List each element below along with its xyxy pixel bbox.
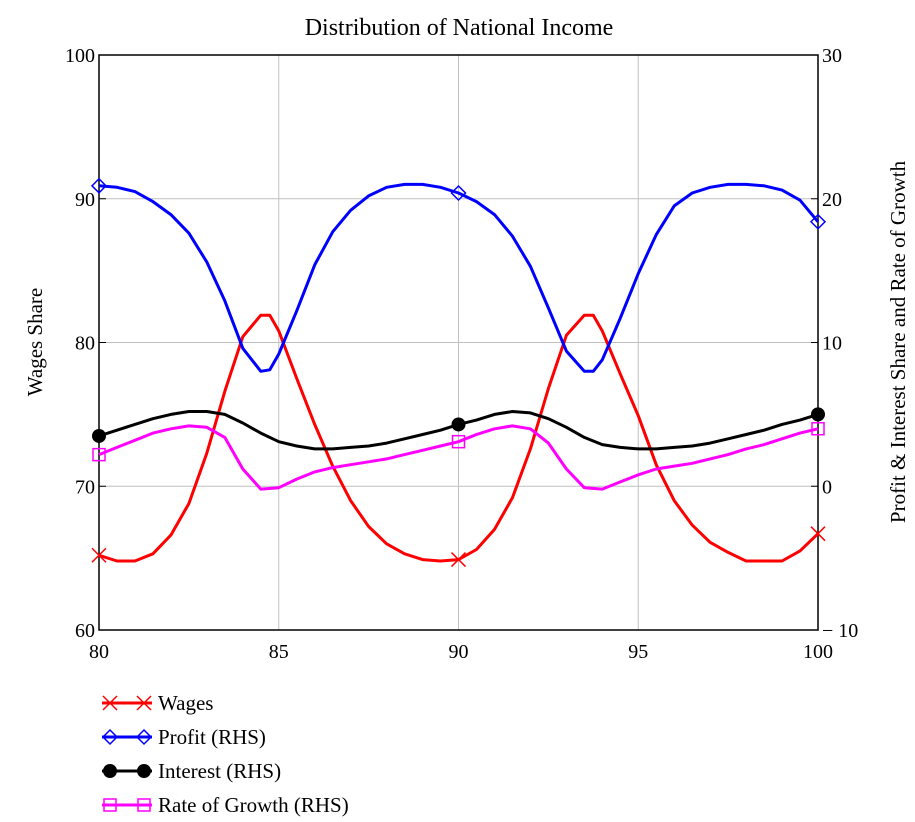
y2-axis-label: Profit & Interest Share and Rate of Grow… <box>886 160 910 523</box>
profit-marker <box>101 728 119 746</box>
legend-label: Profit (RHS) <box>158 724 266 749</box>
interest-marker <box>137 764 151 778</box>
grid-lines <box>99 55 818 630</box>
growth-marker <box>92 447 106 462</box>
legend-item-interest: Interest (RHS) <box>100 754 349 788</box>
legend-item-profit: Profit (RHS) <box>100 720 349 754</box>
y-tick-label: 100 <box>65 45 95 67</box>
wages-marker <box>136 695 152 711</box>
legend-swatch <box>101 728 153 746</box>
y-tick-label: 80 <box>75 333 95 355</box>
profit-line <box>98 182 820 373</box>
y-tick-label: 70 <box>75 476 95 498</box>
y2-tick-label: 20 <box>822 189 842 211</box>
legend-swatch <box>102 695 152 711</box>
y2-tick-label: 0 <box>822 476 832 498</box>
line-chart: Distribution of National Income 80 85 90 95… <box>23 15 910 663</box>
x-tick-label: 95 <box>628 641 648 663</box>
legend-label: Rate of Growth (RHS) <box>158 792 349 817</box>
series-layer <box>90 177 827 568</box>
interest-marker <box>103 764 117 778</box>
growth-marker <box>451 434 466 449</box>
legend-swatch <box>102 764 152 778</box>
profit-marker <box>809 213 827 230</box>
wages-marker <box>91 547 107 563</box>
legend-swatch <box>102 798 152 812</box>
x-tick-label: 80 <box>89 641 109 663</box>
wages-marker <box>102 695 118 711</box>
legend-item-wages: Wages <box>100 686 349 720</box>
wages-marker <box>450 552 467 568</box>
chart-title: Distribution of National Income <box>305 15 614 41</box>
profit-marker <box>450 184 467 202</box>
growth-marker <box>137 798 151 812</box>
x-tick-label: 85 <box>269 641 289 663</box>
legend-item-growth: Rate of Growth (RHS) <box>100 788 349 822</box>
y-tick-label: 60 <box>75 620 95 642</box>
y2-tick-label: 10 <box>822 333 842 355</box>
growth-line <box>98 424 819 491</box>
x-tick-label: 90 <box>449 641 469 663</box>
legend-label: Interest (RHS) <box>158 758 282 783</box>
legend: Wages Profit (RHS) Interest (RHS) Rate of G… <box>100 686 349 822</box>
profit-marker <box>90 177 108 194</box>
y2-tick-label: − 10 <box>822 620 858 642</box>
profit-marker <box>135 728 153 746</box>
wages-marker <box>810 526 826 542</box>
x-tick-label: 100 <box>803 641 833 663</box>
interest-marker <box>811 407 825 422</box>
y-axis-label: Wages Share <box>23 288 47 397</box>
growth-marker <box>103 798 117 812</box>
legend-label: Wages <box>158 690 214 715</box>
interest-marker <box>451 417 466 432</box>
y-tick-label: 90 <box>75 189 95 211</box>
interest-marker <box>92 428 106 443</box>
axis-ticks: 80 85 90 95 100 60 − 10 70 0 80 10 90 20 100 30 <box>65 45 858 663</box>
growth-marker <box>811 422 825 436</box>
y2-tick-label: 30 <box>822 45 842 67</box>
